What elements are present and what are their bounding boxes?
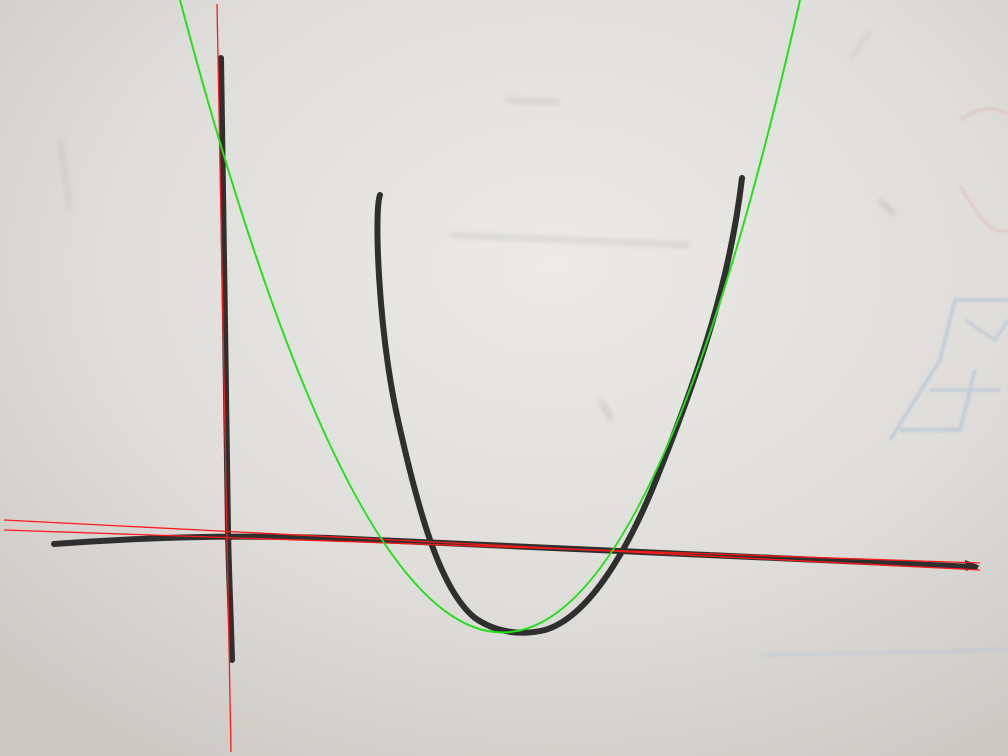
drawn-x-axis <box>51 533 978 570</box>
drawn-y-axis <box>218 55 235 663</box>
fitted-x-axis-line-1 <box>3 519 981 571</box>
faint-blue-sketch <box>759 298 1008 657</box>
faint-red-sketch <box>958 107 1008 233</box>
fitted-x-axis-line-2 <box>3 529 981 564</box>
erased-smudges <box>58 29 897 422</box>
fitted-axis-lines <box>3 3 981 753</box>
fitted-y-axis-line <box>216 3 232 753</box>
fitted-parabola <box>179 0 801 634</box>
